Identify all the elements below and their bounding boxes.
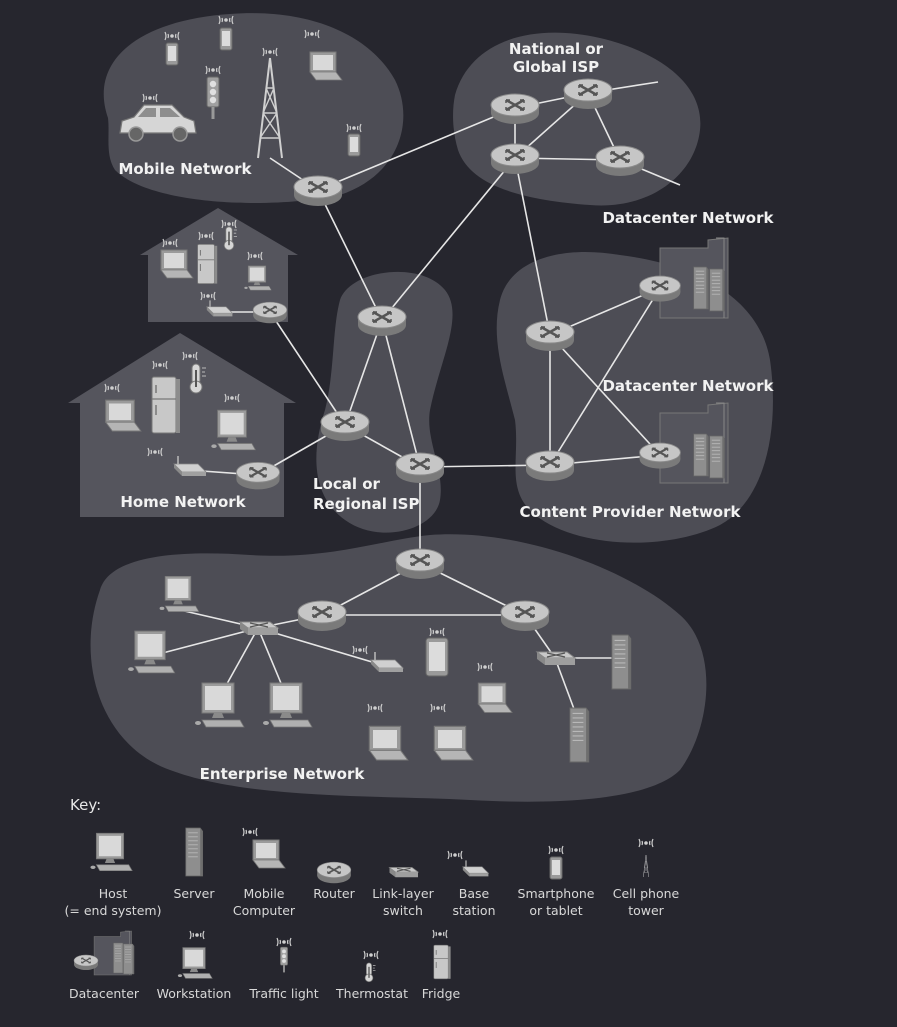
cell-tower-icon [643,854,649,878]
smartphone-icon [165,42,179,66]
legend-label-cell-phone: Cell phone [613,886,680,901]
router-icon [292,174,344,208]
wireless-icon [638,838,654,848]
legend-label-link-layer: Link-layer [372,886,434,901]
legend-label-traffic-light: Traffic light [248,986,318,1001]
router-icon [524,449,576,483]
server-icon [693,266,709,310]
switch-icon [239,621,279,636]
legend-label-fridge: Fridge [422,986,461,1001]
server-icon [113,942,125,974]
legend-label-router: Router [313,886,355,901]
legend-label-server: Server [174,886,216,901]
datacenter-network-label: Datacenter Network [602,377,774,395]
home-network-label: Home Network [120,493,246,511]
legend: Key: Host (= end system) Server Mobile C… [65,796,680,1001]
wireless-icon [276,937,292,947]
router-icon [319,409,371,443]
server-icon [569,707,590,763]
router-icon [296,599,348,633]
content-provider-region [496,252,773,543]
legend-label-tower: tower [628,903,664,918]
legend-label-computer: Computer [233,903,296,918]
thermostat-icon [364,962,377,983]
traffic-light-icon [279,946,289,974]
wireless-icon [363,950,379,960]
local-isp-label-line1: Local or [313,475,381,493]
router-icon [252,301,288,325]
server-icon [185,827,204,877]
router-icon [638,442,682,470]
router-icon [316,861,352,885]
home-network-house-upper [140,208,298,322]
national-isp-label-line2: Global ISP [513,58,599,76]
legend-label-station: station [452,903,495,918]
smartphone-icon [549,856,563,880]
router-icon [73,954,99,971]
link-layer-switch-icon [389,867,419,878]
enterprise-network-label: Enterprise Network [200,765,366,783]
router-icon [394,451,446,485]
router-icon [394,547,446,581]
server-icon [693,433,709,477]
router-icon [489,142,541,176]
mobile-computer-icon [252,839,286,869]
legend-label-smartphone: Smartphone [518,886,595,901]
region-labels: Mobile Network National or Global ISP Da… [118,40,774,783]
router-icon [562,77,614,111]
wireless-icon [432,929,448,939]
server-icon [611,634,632,690]
server-icon [709,435,725,479]
workstation-icon [177,947,213,979]
router-icon [356,304,408,338]
router-icon [594,144,646,178]
router-icon [638,275,682,303]
legend-label-mobile: Mobile [243,886,284,901]
legend-label-base: Base [459,886,490,901]
legend-label-tablet: or tablet [529,903,582,918]
wireless-icon [548,845,564,855]
fridge-icon [197,243,218,285]
server-icon [123,943,135,975]
datacenter-network-label: Datacenter Network [602,209,774,227]
legend-label-host-sub: (= end system) [65,903,162,918]
home-network-house-lower [68,333,296,517]
legend-label-thermostat: Thermostat [335,986,408,1001]
content-provider-network-label: Content Provider Network [520,503,742,521]
server-icon [709,268,725,312]
legend-label-switch: switch [383,903,423,918]
smartphone-icon [347,133,361,157]
router-icon [489,92,541,126]
smartphone-icon [219,27,233,51]
legend-title: Key: [70,796,101,814]
router-icon [524,319,576,353]
national-isp-label-line1: National or [509,40,604,58]
base-station-icon [462,859,489,878]
router-icon [499,599,551,633]
legend-label-host: Host [99,886,128,901]
fridge-icon [151,376,181,434]
tablet-icon [425,637,449,677]
fridge-icon [433,944,452,980]
legend-label-datacenter: Datacenter [69,986,140,1001]
legend-label-workstation: Workstation [157,986,232,1001]
router-icon [235,461,281,491]
switch-icon [536,651,576,666]
mobile-network-label: Mobile Network [118,160,252,178]
wireless-icon [189,930,205,940]
wireless-icon [242,827,258,837]
wireless-icon [447,850,463,860]
host-icon [90,832,133,872]
local-isp-label-line2: Regional ISP [313,495,419,513]
